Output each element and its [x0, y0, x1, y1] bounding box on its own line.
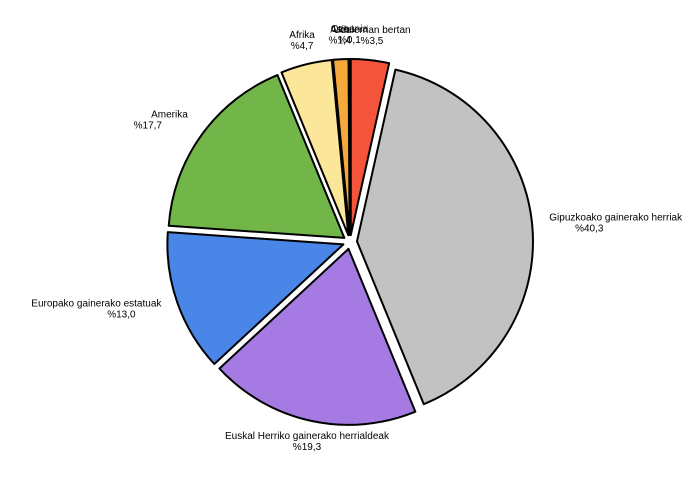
- pie-slice: [347, 58, 351, 236]
- slice-value-label: %1,4: [329, 35, 352, 46]
- slice-value-label: %13,0: [107, 310, 136, 321]
- slice-value-label: %19,3: [293, 442, 322, 453]
- slice-value-label: %4,7: [291, 41, 314, 52]
- slice-label: Afrika: [289, 30, 315, 41]
- slice-label: Asia: [330, 24, 350, 35]
- slice-value-label: %40,3: [575, 224, 604, 235]
- slice-value-label: %3,5: [361, 36, 384, 47]
- pie-slice: [218, 247, 417, 426]
- slice-value-label: %0,1: [338, 35, 361, 46]
- pie-slice: [166, 231, 345, 366]
- slice-label: Ozeania: [331, 24, 369, 35]
- slice-label: Udalerrian bertan: [333, 25, 410, 36]
- slice-label: Gipuzkoako gainerako herriak: [549, 213, 683, 224]
- pie-slice: [167, 74, 346, 239]
- slice-label: Europako gainerako estatuak: [31, 299, 162, 310]
- slice-label: Amerika: [151, 109, 188, 120]
- slice-label: Euskal Herriko gainerako herrialdeak: [225, 431, 390, 442]
- pie-slice: [355, 68, 534, 406]
- pie-slice: [280, 58, 350, 237]
- slice-value-label: %17,7: [134, 120, 163, 131]
